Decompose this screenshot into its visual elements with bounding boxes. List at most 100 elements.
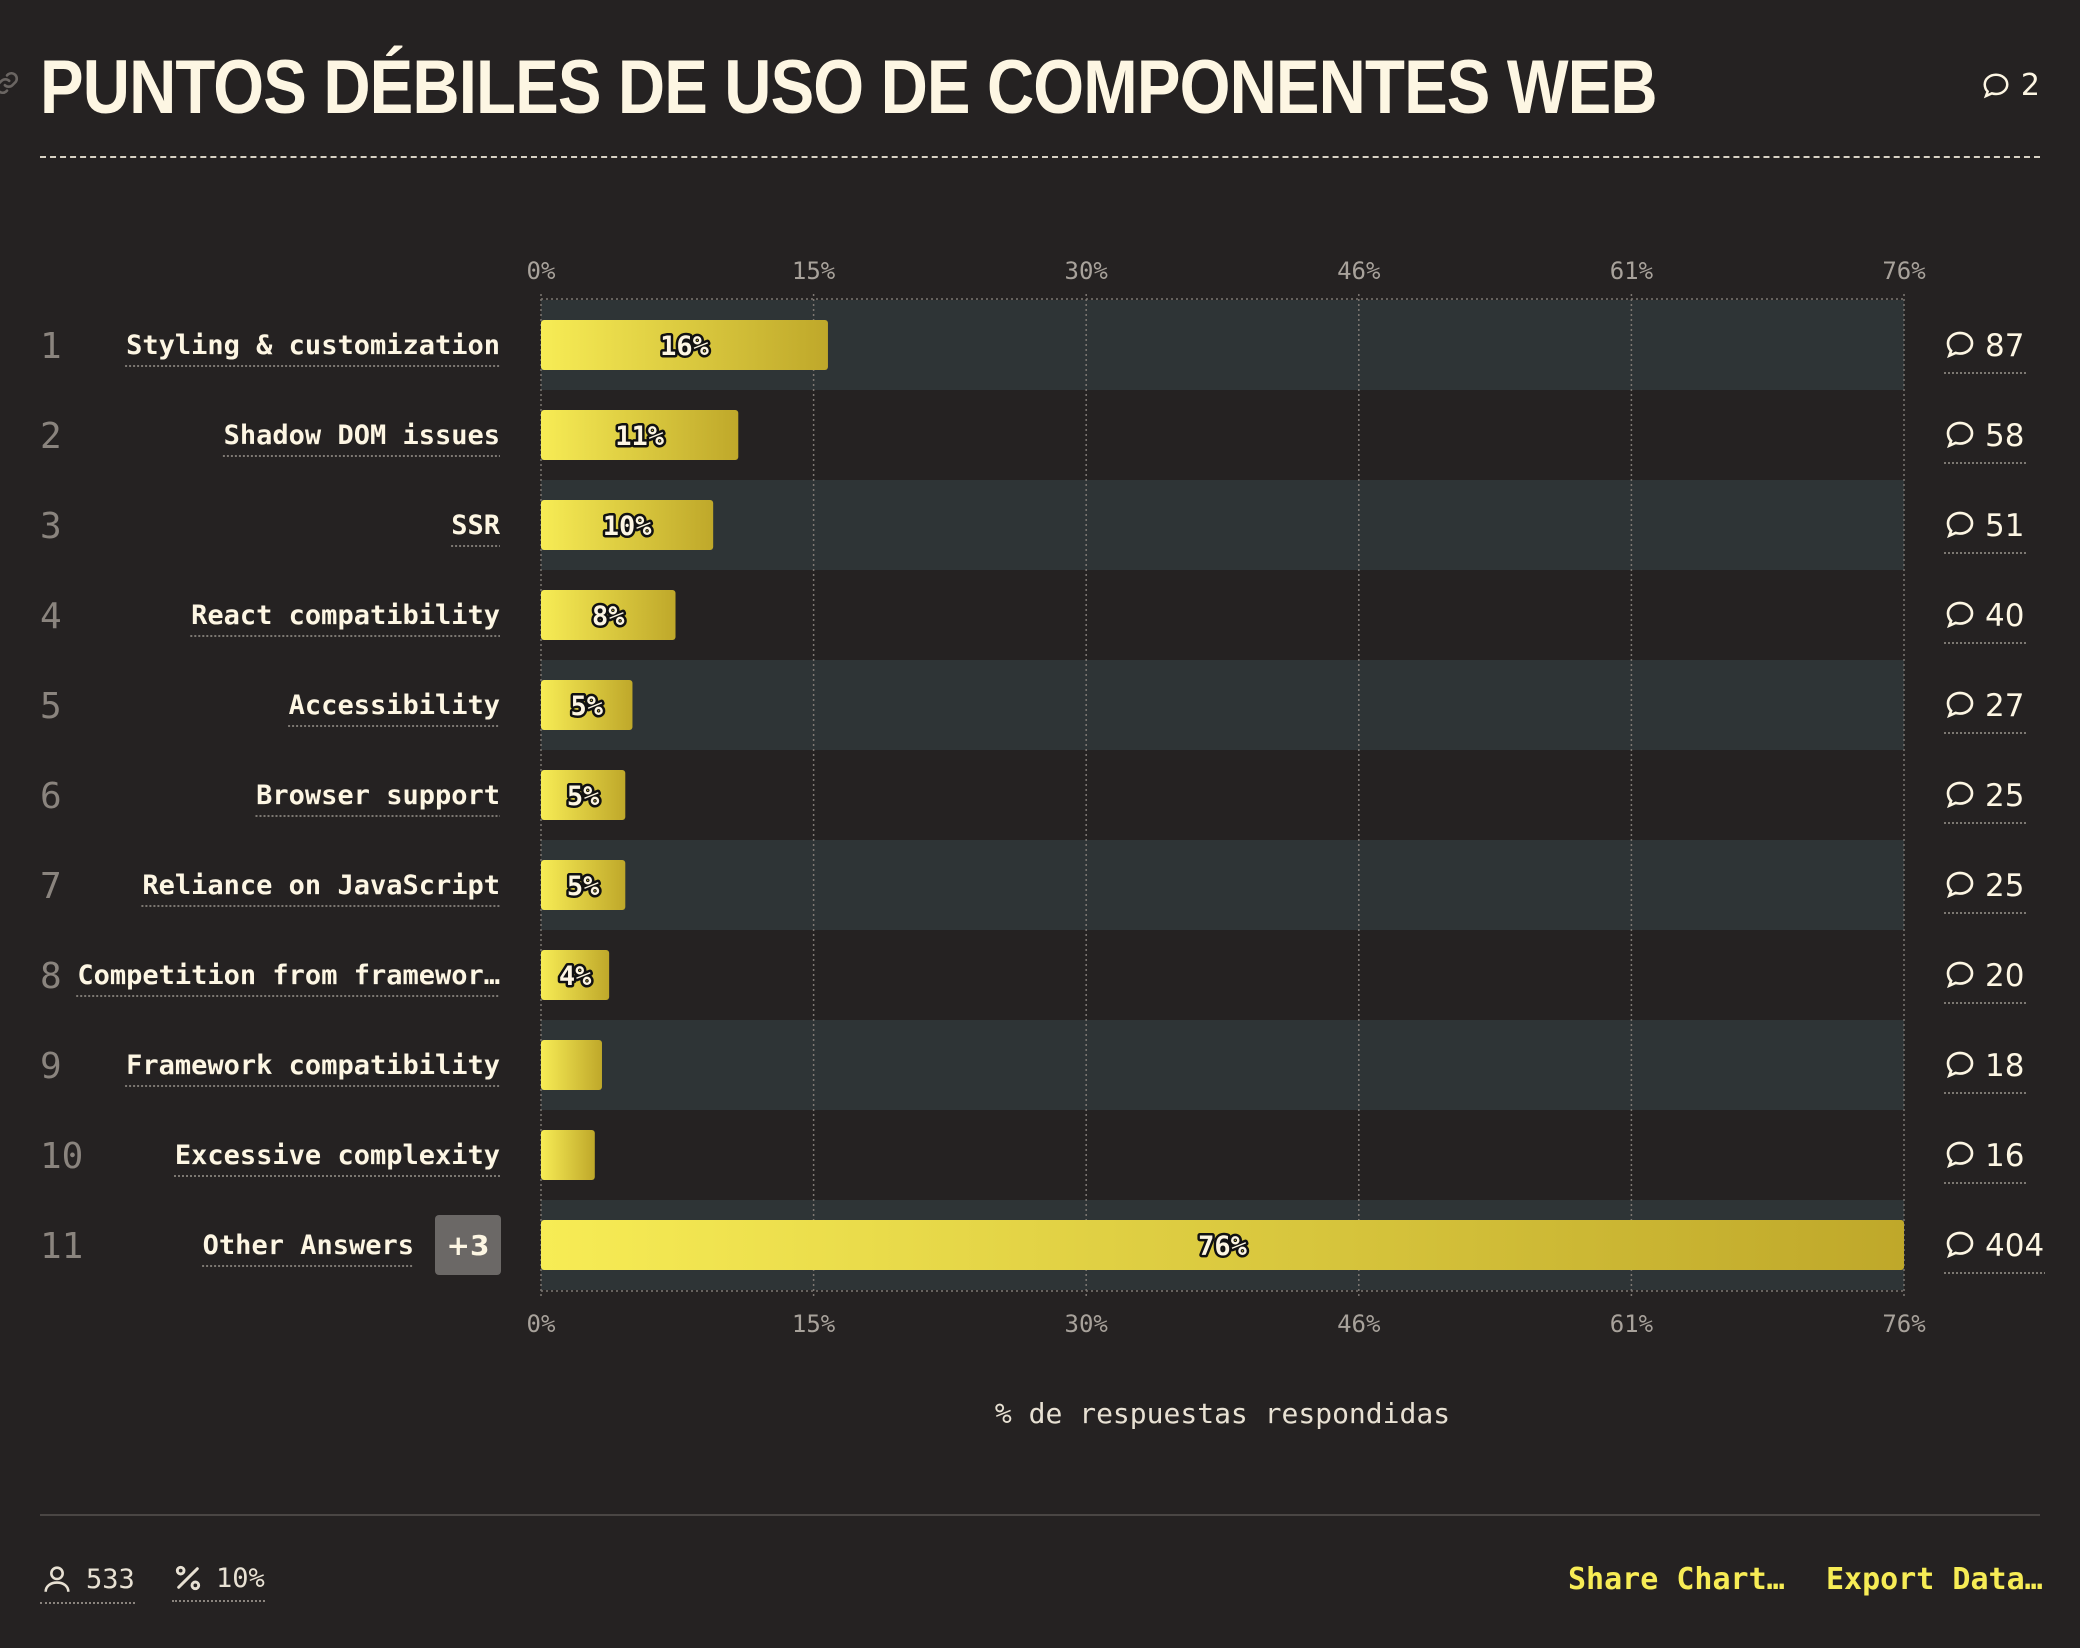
bar[interactable] bbox=[541, 320, 828, 370]
comment-icon bbox=[1946, 781, 1974, 808]
x-tick-label-bottom: 61% bbox=[1610, 1310, 1654, 1338]
comment-icon bbox=[1946, 871, 1974, 898]
rank-number: 5 bbox=[40, 686, 62, 727]
bar[interactable] bbox=[541, 410, 739, 460]
category-label[interactable]: Competition from framewor… bbox=[77, 960, 500, 991]
rank-number: 6 bbox=[40, 776, 62, 817]
x-tick-label-bottom: 30% bbox=[1065, 1310, 1109, 1338]
bar-value-label: 16% bbox=[660, 331, 710, 362]
category-label[interactable]: Accessibility bbox=[289, 690, 500, 721]
export-data-button[interactable]: Export Data… bbox=[1826, 1562, 2043, 1597]
rank-number: 9 bbox=[40, 1046, 62, 1087]
chart-row[interactable]: 9 Framework compatibility 18 bbox=[40, 1040, 2026, 1094]
comment-count[interactable]: 58 bbox=[1985, 418, 2024, 454]
more-answers-badge[interactable] bbox=[435, 1215, 501, 1275]
bar[interactable] bbox=[541, 1040, 602, 1090]
rank-number: 11 bbox=[40, 1226, 83, 1267]
chart-row[interactable]: 3 SSR 10% 51 bbox=[40, 500, 2026, 554]
chart-row[interactable]: 5 Accessibility 5% 27 bbox=[40, 680, 2026, 734]
row-band bbox=[541, 1020, 1904, 1110]
comment-icon bbox=[1946, 331, 1974, 357]
row-band bbox=[541, 660, 1904, 750]
chart-row[interactable]: 10 Excessive complexity 16 bbox=[40, 1130, 2026, 1184]
category-label[interactable]: Reliance on JavaScript bbox=[142, 870, 500, 901]
title-comment-count: 2 bbox=[2020, 68, 2040, 103]
comment-icon bbox=[1946, 691, 1974, 718]
bar[interactable] bbox=[541, 1130, 595, 1180]
x-tick-label-bottom: 0% bbox=[527, 1310, 556, 1338]
rank-number: 3 bbox=[40, 506, 62, 547]
x-tick-label-bottom: 46% bbox=[1337, 1310, 1381, 1338]
bar-value-label: 76% bbox=[1198, 1231, 1248, 1262]
x-tick-label-top: 30% bbox=[1065, 257, 1109, 285]
category-label[interactable]: Styling & customization bbox=[126, 330, 500, 361]
category-label[interactable]: Shadow DOM issues bbox=[224, 420, 500, 451]
row-band bbox=[541, 480, 1904, 570]
comment-count[interactable]: 25 bbox=[1985, 778, 2024, 814]
bar[interactable] bbox=[541, 680, 633, 730]
comment-icon bbox=[1983, 72, 2009, 98]
bar-value-label: 5% bbox=[567, 871, 600, 902]
bar-value-label: 8% bbox=[592, 601, 625, 632]
comment-count[interactable]: 51 bbox=[1985, 508, 2024, 544]
rank-number: 2 bbox=[40, 416, 62, 457]
comment-count[interactable]: 404 bbox=[1985, 1228, 2044, 1264]
title-divider bbox=[40, 156, 2040, 158]
x-tick-label-top: 0% bbox=[527, 257, 556, 285]
rank-number: 4 bbox=[40, 596, 62, 637]
comment-icon bbox=[1946, 421, 1974, 447]
bar[interactable] bbox=[541, 770, 626, 820]
respondents-stat[interactable]: 533 bbox=[40, 1562, 135, 1604]
x-tick-label-top: 61% bbox=[1610, 257, 1654, 285]
comment-count[interactable]: 18 bbox=[1985, 1048, 2024, 1084]
chart-row[interactable]: 6 Browser support 5% 25 bbox=[40, 770, 2026, 824]
comment-count[interactable]: 20 bbox=[1985, 958, 2024, 994]
rank-number: 8 bbox=[40, 956, 62, 997]
category-label[interactable]: SSR bbox=[451, 510, 501, 541]
percent-icon bbox=[175, 1565, 201, 1591]
comment-count[interactable]: 40 bbox=[1985, 598, 2024, 634]
footer-divider bbox=[40, 1514, 2040, 1516]
comment-count[interactable]: 25 bbox=[1985, 868, 2024, 904]
category-label[interactable]: Framework compatibility bbox=[126, 1050, 500, 1081]
category-label[interactable]: React compatibility bbox=[191, 600, 500, 631]
x-tick-label-bottom: 76% bbox=[1882, 1310, 1926, 1338]
x-axis-title: % de respuestas respondidas bbox=[995, 1397, 1450, 1430]
chart-row[interactable]: 11 +3 Other Answers 76% 404 bbox=[40, 1215, 2045, 1275]
rank-number: 10 bbox=[40, 1136, 83, 1177]
bar-value-label: 4% bbox=[559, 961, 592, 992]
rank-number: 1 bbox=[40, 326, 62, 367]
bar-value-label: 11% bbox=[615, 421, 665, 452]
x-tick-label-bottom: 15% bbox=[792, 1310, 836, 1338]
chart-row[interactable]: 8 Competition from framewor… 4% 20 bbox=[40, 950, 2026, 1004]
chart-row[interactable]: 1 Styling & customization 16% 87 bbox=[40, 320, 2026, 374]
bar[interactable] bbox=[541, 590, 676, 640]
bar-value-label: 5% bbox=[570, 691, 603, 722]
comment-count[interactable]: 87 bbox=[1985, 328, 2024, 364]
chart-row[interactable]: 2 Shadow DOM issues 11% 58 bbox=[40, 410, 2026, 464]
rank-number: 7 bbox=[40, 866, 62, 907]
bar[interactable] bbox=[541, 860, 626, 910]
chart-row[interactable]: 7 Reliance on JavaScript 5% 25 bbox=[40, 860, 2026, 914]
user-icon bbox=[44, 1566, 70, 1592]
bar[interactable] bbox=[541, 950, 610, 1000]
link-icon[interactable] bbox=[0, 70, 20, 100]
category-label[interactable]: Browser support bbox=[256, 780, 500, 811]
comment-count[interactable]: 27 bbox=[1985, 688, 2024, 724]
bar-chart: 0% 15% 30% 46% 61% 76% 0% 15% 30% 46% 61% 76% 1 Sty… bbox=[40, 257, 2045, 1430]
category-label[interactable]: Other Answers bbox=[203, 1230, 414, 1261]
percent-stat[interactable]: 10% bbox=[172, 1562, 265, 1602]
category-label[interactable]: Excessive complexity bbox=[175, 1140, 500, 1171]
x-tick-label-top: 46% bbox=[1337, 257, 1381, 285]
bar[interactable] bbox=[541, 1220, 1904, 1270]
chart-row[interactable]: 4 React compatibility 8% 40 bbox=[40, 590, 2026, 644]
comment-icon bbox=[1946, 1051, 1974, 1077]
share-chart-button[interactable]: Share Chart… bbox=[1568, 1562, 1785, 1597]
bar[interactable] bbox=[541, 500, 714, 550]
percent-value: 10% bbox=[216, 1562, 265, 1594]
x-tick-label-top: 76% bbox=[1882, 257, 1926, 285]
comment-count[interactable]: 16 bbox=[1985, 1138, 2024, 1174]
row-band bbox=[541, 840, 1904, 930]
title-comments-button[interactable]: 2 bbox=[1981, 68, 2040, 103]
comment-icon bbox=[1946, 1231, 1974, 1257]
